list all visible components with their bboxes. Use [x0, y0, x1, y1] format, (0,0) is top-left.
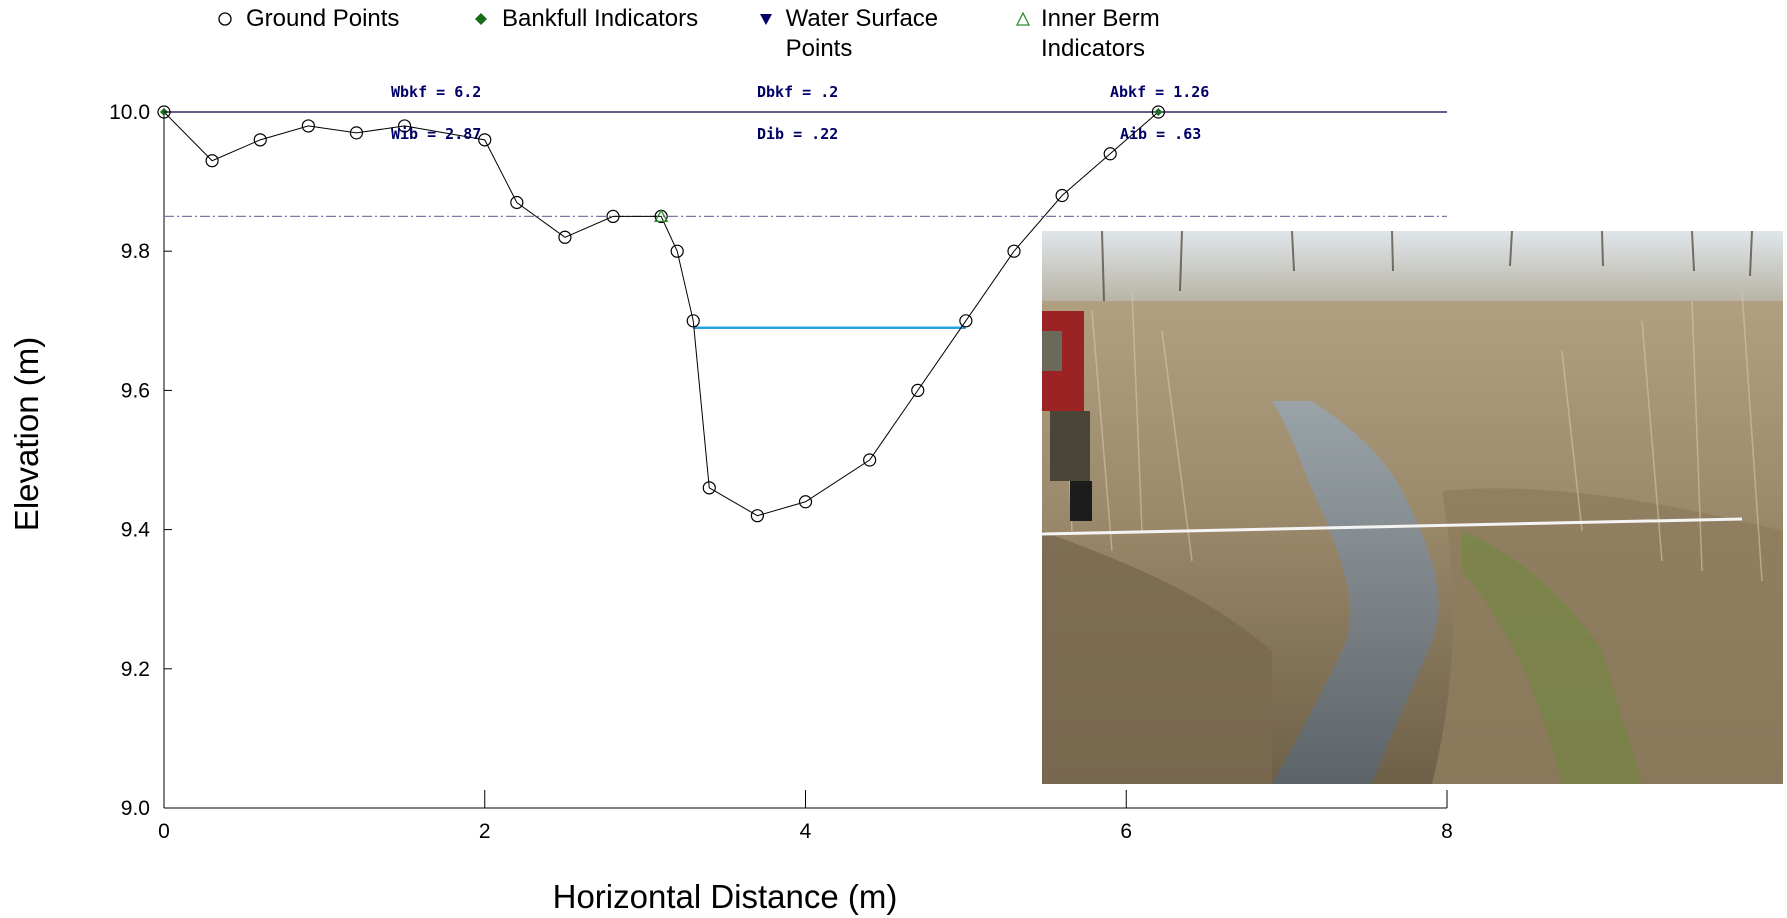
diamond-marker-icon — [470, 4, 492, 34]
ground-point — [510, 195, 524, 210]
ground-point — [349, 126, 364, 140]
abkf-annotation: Abkf = 1.26 — [1110, 83, 1209, 101]
ground-point — [253, 133, 267, 147]
ground-point — [1007, 244, 1021, 258]
legend-bankfull-label: Bankfull Indicators — [502, 5, 699, 32]
legend-inner-berm-indicators: Inner Berm Indicators — [1015, 4, 1205, 64]
ground-point — [478, 133, 492, 147]
triangle-up-marker-icon — [1015, 4, 1031, 34]
circle-marker-icon — [214, 4, 236, 34]
legend-water-surface-label: Water Surface Points — [785, 5, 939, 62]
series — [157, 105, 1165, 523]
x-tick-label: 6 — [1120, 820, 1132, 843]
ground-point — [670, 244, 684, 258]
inner-berm-indicator — [654, 209, 669, 223]
legend-water-surface-points: Water Surface Points — [757, 4, 977, 64]
legend-bankfull-indicators: Bankfull Indicators — [470, 4, 698, 34]
ground-point — [606, 209, 620, 223]
x-tick-label: 4 — [800, 820, 812, 843]
legend: Ground Points Bankfull Indicators Water … — [0, 4, 1787, 74]
legend-inner-berm-label: Inner Berm Indicators — [1041, 5, 1160, 62]
x-tick-label: 2 — [479, 820, 491, 843]
y-tick-label: 9.6 — [121, 379, 150, 402]
ground-point — [798, 495, 813, 509]
ground-point — [686, 314, 700, 328]
ground-point — [205, 154, 219, 168]
wib-annotation: Wib = 2.87 — [391, 125, 481, 143]
bankfull-indicator — [1154, 108, 1163, 116]
wbkf-annotation: Wbkf = 6.2 — [391, 83, 481, 101]
legend-ground-label: Ground Points — [246, 5, 400, 32]
dib-annotation: Dib = .22 — [757, 125, 838, 143]
x-axis-title: Horizontal Distance (m) — [553, 878, 898, 915]
ground-point — [1151, 105, 1165, 119]
ground-point — [863, 453, 877, 467]
dbkf-annotation: Dbkf = .2 — [757, 83, 838, 101]
triangle-down-marker-icon — [757, 4, 776, 34]
ground-point — [301, 119, 315, 133]
y-tick-label: 10.0 — [109, 101, 150, 124]
ground-point — [750, 509, 764, 523]
ground-profile-line — [163, 111, 1159, 517]
ground-point — [959, 314, 973, 328]
y-tick-label: 9.4 — [121, 519, 151, 542]
y-tick-label: 9.0 — [121, 797, 150, 820]
ground-point — [1103, 147, 1117, 161]
reference-lines — [164, 111, 1447, 217]
aib-annotation: Aib = .63 — [1120, 125, 1201, 143]
y-tick-label: 9.2 — [121, 658, 150, 681]
ground-point — [1055, 188, 1069, 203]
ground-point — [397, 119, 412, 133]
ground-point — [558, 230, 572, 244]
y-tick-label: 9.8 — [121, 240, 150, 263]
legend-ground-points: Ground Points — [214, 4, 399, 34]
ground-point — [702, 481, 716, 495]
x-tick-label: 8 — [1441, 820, 1453, 843]
ticks: 0 2 4 6 8 9.0 9.2 9.4 9.6 9.8 10.0 — [109, 101, 1453, 843]
x-tick-label: 0 — [158, 820, 170, 843]
stream-photo — [1042, 231, 1783, 784]
person-silhouette-icon — [1042, 311, 1092, 521]
y-axis-title: Elevation (m) — [8, 337, 45, 531]
ground-point — [911, 383, 925, 397]
